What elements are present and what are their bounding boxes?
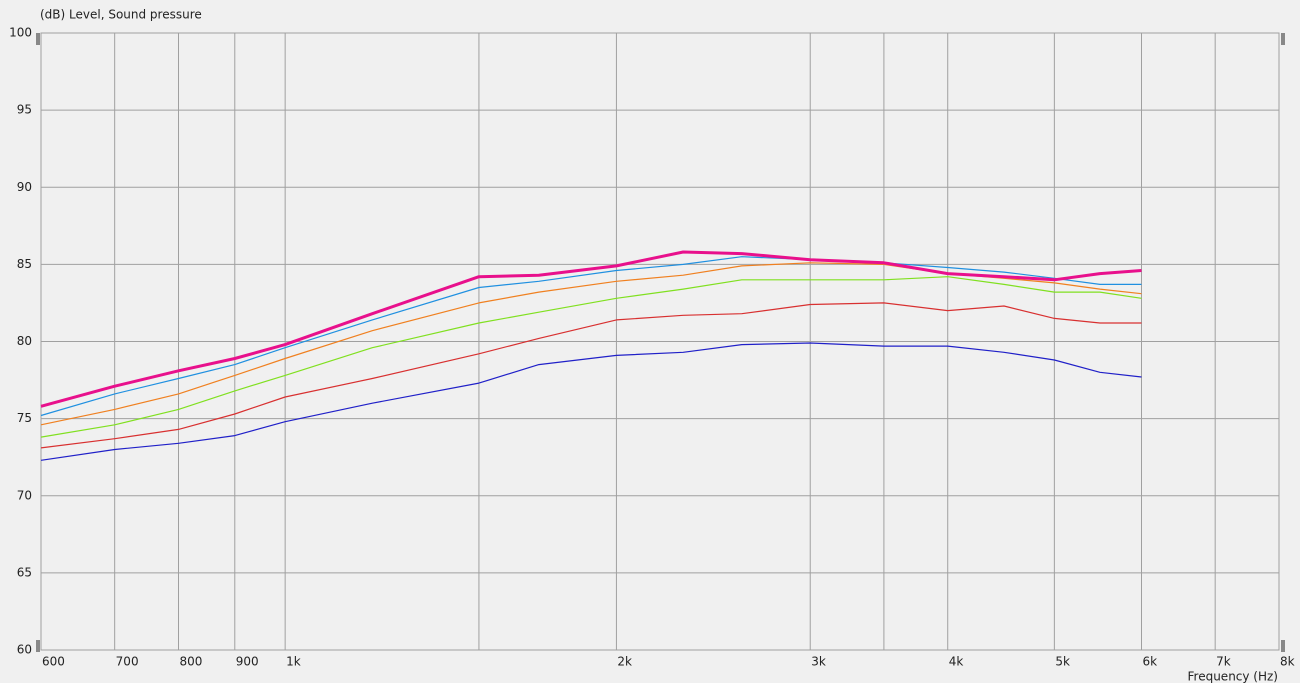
x-tick-label: 2k — [617, 655, 632, 669]
y-tick-label: 75 — [17, 411, 32, 425]
series-line — [40, 250, 1142, 408]
y-tick-label: 80 — [17, 334, 32, 348]
range-handle — [1281, 640, 1285, 652]
x-tick-label: 8k — [1280, 655, 1295, 669]
x-tick-label: 1k — [286, 655, 301, 669]
x-tick-label: 3k — [811, 655, 826, 669]
range-handle — [36, 640, 40, 652]
series-line — [40, 256, 1142, 417]
y-tick-label: 90 — [17, 180, 32, 194]
y-tick-label: 100 — [9, 26, 32, 40]
x-tick-label: 4k — [949, 655, 964, 669]
chart-title: (dB) Level, Sound pressure — [40, 8, 202, 22]
y-tick-label: 95 — [17, 103, 32, 117]
x-tick-label: 900 — [236, 655, 259, 669]
y-tick-label: 70 — [17, 488, 32, 502]
x-tick-label: 6k — [1143, 655, 1158, 669]
y-tick-label: 85 — [17, 257, 32, 271]
series-line — [40, 302, 1142, 449]
x-tick-label: 600 — [42, 655, 65, 669]
x-tick-label: 700 — [116, 655, 139, 669]
y-tick-label: 65 — [17, 565, 32, 579]
series-line — [40, 342, 1142, 461]
range-handle — [36, 33, 40, 45]
series-line — [40, 276, 1142, 438]
x-tick-label: 7k — [1216, 655, 1231, 669]
series-line — [40, 262, 1142, 426]
y-tick-label: 60 — [17, 643, 32, 657]
range-handle — [1281, 33, 1285, 45]
x-tick-label: 5k — [1055, 655, 1070, 669]
x-axis-label: Frequency (Hz) — [1188, 670, 1279, 683]
x-tick-label: 800 — [179, 655, 202, 669]
